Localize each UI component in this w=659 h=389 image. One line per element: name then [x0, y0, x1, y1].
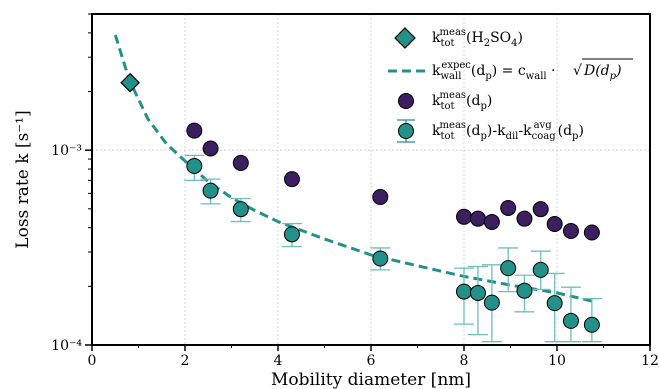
legend-entry-diamond: ktotmeas(H2SO4)	[395, 27, 523, 49]
corrected-loss-point	[533, 262, 548, 277]
corrected-loss-point	[203, 183, 218, 198]
x-tick-label: 2	[181, 353, 190, 369]
legend-purple-marker	[399, 94, 414, 109]
total-measured-point	[203, 141, 218, 156]
total-measured-point	[373, 189, 388, 204]
corrected-loss-point	[484, 295, 499, 310]
x-tick-label: 8	[460, 353, 469, 369]
grid	[92, 14, 650, 345]
corrected-loss-point	[470, 285, 485, 300]
x-tick-label: 6	[367, 353, 376, 369]
x-tick-label: 12	[641, 353, 659, 369]
legend-diamond-marker	[395, 28, 415, 48]
corrected-loss-point	[517, 283, 532, 298]
total-measured-point	[233, 155, 248, 170]
legend-entry-purple: ktotmeas(dp)	[399, 90, 493, 112]
y-axis-label: Loss rate k [s⁻¹]	[13, 110, 33, 248]
x-axis-label: Mobility diameter [nm]	[271, 370, 471, 389]
x-tick-label: 10	[548, 353, 566, 369]
total-measured-point	[484, 214, 499, 229]
x-tick-label: 0	[88, 353, 97, 369]
total-measured-point	[457, 209, 472, 224]
y-tick-label: 10⁻³	[51, 143, 82, 159]
legend: ktotmeas(H2SO4) kwallexpec(dp) = cwall ·…	[388, 27, 633, 142]
corrected-loss-point	[187, 158, 202, 173]
corrected-loss-point	[233, 202, 248, 217]
total-measured-point	[501, 200, 516, 215]
legend-sqrt-expression: √	[573, 63, 582, 79]
total-measured-point	[533, 202, 548, 217]
legend-teal-marker	[399, 124, 414, 139]
total-measured-point	[470, 211, 485, 226]
total-measured-point	[547, 216, 562, 231]
corrected-loss-point	[563, 313, 578, 328]
legend-sqrt-body: D(dp)	[583, 63, 622, 82]
corrected-loss-point	[457, 284, 472, 299]
legend-label-h2so4: ktotmeas(H2SO4)	[432, 27, 523, 49]
total-measured-point	[563, 223, 578, 238]
total-measured-point	[584, 225, 599, 240]
y-tick-label: 10⁻⁴	[51, 338, 82, 354]
legend-label-total-measured: ktotmeas(dp)	[432, 90, 492, 112]
errorbars-group	[184, 155, 602, 341]
legend-label-wall-expectation: kwallexpec(dp) = cwall ·	[432, 60, 556, 82]
corrected-loss-point	[501, 261, 516, 276]
corrected-loss-point	[584, 317, 599, 332]
h2so4-diamond-point	[121, 74, 139, 92]
legend-label-corrected: ktotmeas(dp)-kdil-kcoagavg (dp)	[432, 120, 584, 142]
total-measured-point	[187, 123, 202, 138]
markers-group	[121, 74, 599, 333]
legend-entry-corrected: ktotmeas(dp)-kdil-kcoagavg (dp)	[397, 120, 584, 142]
total-measured-point	[284, 172, 299, 187]
legend-entry-dashed: kwallexpec(dp) = cwall · √ D(dp)	[388, 59, 633, 82]
corrected-loss-point	[284, 227, 299, 242]
corrected-loss-point	[373, 251, 388, 266]
total-measured-point	[517, 211, 532, 226]
corrected-loss-point	[547, 296, 562, 311]
x-tick-label: 4	[274, 353, 283, 369]
